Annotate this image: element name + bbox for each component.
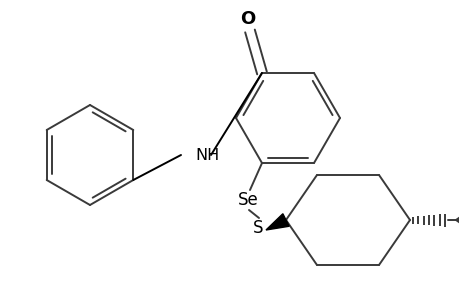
Text: Se: Se: [237, 191, 258, 209]
Text: O: O: [240, 10, 255, 28]
Text: S: S: [252, 219, 263, 237]
Text: NH: NH: [195, 148, 219, 163]
Polygon shape: [265, 214, 289, 230]
